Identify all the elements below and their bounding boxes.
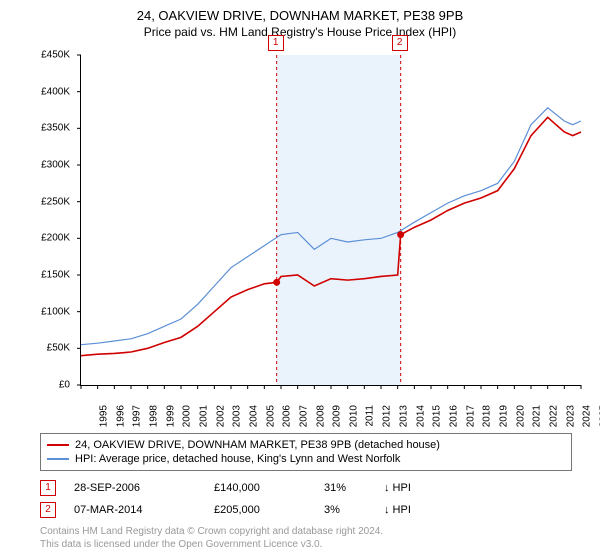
- page: 24, OAKVIEW DRIVE, DOWNHAM MARKET, PE38 …: [0, 0, 600, 551]
- legend-item: 24, OAKVIEW DRIVE, DOWNHAM MARKET, PE38 …: [47, 438, 565, 452]
- sale-pct: 3%: [324, 504, 384, 516]
- chart-svg: [81, 55, 581, 385]
- sale-row: 2 07-MAR-2014£205,0003%↓ HPI: [40, 499, 572, 521]
- legend-swatch: [47, 444, 69, 446]
- x-tick-label: 2024: [582, 405, 593, 427]
- legend-item: HPI: Average price, detached house, King…: [47, 452, 565, 466]
- sale-date: 28-SEP-2006: [74, 482, 214, 494]
- sale-vs-hpi: ↓ HPI: [384, 482, 444, 494]
- x-tick-label: 1997: [132, 405, 143, 427]
- x-tick-label: 2021: [532, 405, 543, 427]
- x-tick-label: 2006: [282, 405, 293, 427]
- legend-label: HPI: Average price, detached house, King…: [75, 453, 400, 465]
- legend-swatch: [47, 458, 69, 460]
- y-tick-label: £50K: [47, 343, 70, 354]
- y-tick-label: £350K: [41, 123, 70, 134]
- x-tick-label: 2005: [265, 405, 276, 427]
- x-tick-label: 2009: [332, 405, 343, 427]
- sales-table: 1 28-SEP-2006£140,00031%↓ HPI 2 07-MAR-2014…: [40, 477, 572, 521]
- x-tick-label: 2018: [482, 405, 493, 427]
- y-tick-label: £200K: [41, 233, 70, 244]
- sale-pct: 31%: [324, 482, 384, 494]
- y-tick-label: £0: [59, 380, 70, 391]
- x-tick-label: 2013: [398, 405, 409, 427]
- x-tick-label: 2004: [248, 405, 259, 427]
- y-tick-label: £250K: [41, 196, 70, 207]
- x-tick-label: 2002: [215, 405, 226, 427]
- x-tick-label: 2000: [182, 405, 193, 427]
- chart-subtitle: Price paid vs. HM Land Registry's House …: [0, 23, 600, 45]
- sale-row: 1 28-SEP-2006£140,00031%↓ HPI: [40, 477, 572, 499]
- legend-label: 24, OAKVIEW DRIVE, DOWNHAM MARKET, PE38 …: [75, 439, 440, 451]
- footer-line2: This data is licensed under the Open Gov…: [40, 538, 572, 551]
- legend: 24, OAKVIEW DRIVE, DOWNHAM MARKET, PE38 …: [40, 433, 572, 471]
- sale-marker: 2: [392, 35, 408, 51]
- x-tick-label: 2016: [448, 405, 459, 427]
- x-tick-label: 2010: [348, 405, 359, 427]
- x-tick-label: 1996: [115, 405, 126, 427]
- x-tick-label: 2017: [465, 405, 476, 427]
- sale-marker: 1: [268, 35, 284, 51]
- y-tick-label: £100K: [41, 306, 70, 317]
- chart-title: 24, OAKVIEW DRIVE, DOWNHAM MARKET, PE38 …: [0, 0, 600, 23]
- x-tick-label: 1999: [165, 405, 176, 427]
- x-tick-label: 2015: [432, 405, 443, 427]
- x-tick-label: 2008: [315, 405, 326, 427]
- x-tick-label: 2012: [382, 405, 393, 427]
- x-tick-label: 1998: [148, 405, 159, 427]
- y-tick-label: £450K: [41, 50, 70, 61]
- x-tick-label: 2014: [415, 405, 426, 427]
- chart-area: £0 £50K £100K £150K £200K £250K £300K £350K £400…: [30, 45, 590, 425]
- x-tick-label: 2011: [364, 405, 375, 427]
- x-tick-label: 2022: [548, 405, 559, 427]
- footer-line1: Contains HM Land Registry data © Crown c…: [40, 525, 572, 538]
- sale-id-box: 1: [40, 480, 56, 496]
- sale-vs-hpi: ↓ HPI: [384, 504, 444, 516]
- x-tick-label: 2003: [232, 405, 243, 427]
- y-tick-label: £150K: [41, 270, 70, 281]
- sale-price: £140,000: [214, 482, 324, 494]
- sale-id-box: 2: [40, 502, 56, 518]
- x-tick-label: 1995: [98, 405, 109, 427]
- plot-region: [80, 55, 581, 386]
- y-tick-label: £300K: [41, 160, 70, 171]
- sale-date: 07-MAR-2014: [74, 504, 214, 516]
- sale-price: £205,000: [214, 504, 324, 516]
- x-tick-label: 2007: [298, 405, 309, 427]
- footer-attribution: Contains HM Land Registry data © Crown c…: [40, 525, 572, 551]
- y-tick-label: £400K: [41, 86, 70, 97]
- x-tick-label: 2001: [198, 405, 209, 427]
- x-tick-label: 2019: [498, 405, 509, 427]
- x-tick-label: 2020: [515, 405, 526, 427]
- x-tick-label: 2023: [565, 405, 576, 427]
